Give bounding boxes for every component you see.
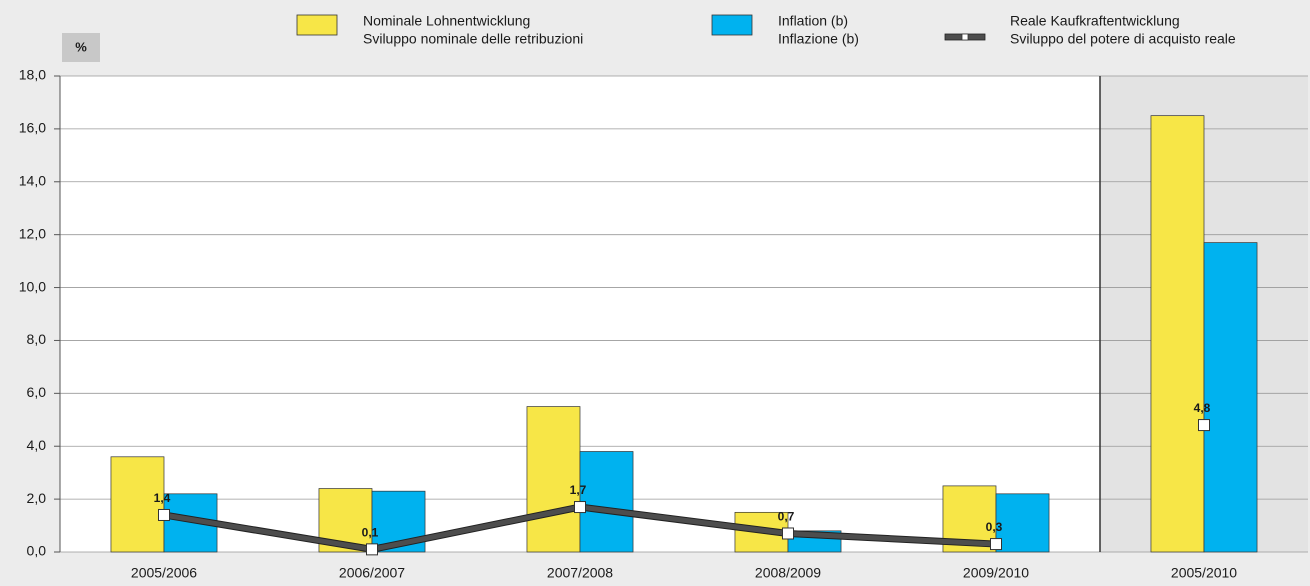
x-tick-label: 2005/2006 [131,565,197,581]
point [574,501,586,514]
x-tick-label: 2006/2007 [339,565,405,581]
bar [526,406,581,553]
y-tick-label: 18,0 [19,67,46,83]
point [158,508,170,521]
bar [579,451,634,553]
point [366,543,378,556]
data-label: 0,1 [362,526,379,540]
y-tick-label: 0,0 [27,543,47,559]
legend-swatch [711,14,753,36]
bar [995,493,1050,553]
y-tick-label: 4,0 [27,437,47,453]
point [990,538,1002,551]
marks: 1,4 0,1 1,7 0,7 0,3 4,8 [110,115,1258,556]
legend-label: Nominale Lohnentwicklung [363,13,530,29]
bar [1150,115,1205,553]
data-label: 0,3 [986,520,1003,534]
y-label: % [75,39,87,54]
data-label: 1,7 [570,483,587,497]
legend-label: Inflation (b) [778,13,848,29]
plot-backgrounds [60,76,1308,552]
x-tick-label: 2005/2010 [1171,565,1237,581]
y-tick-label: 12,0 [19,225,46,241]
data-label: 1,4 [154,491,171,505]
point [1198,419,1210,432]
legend-swatch [296,14,338,36]
legend-label: Inflazione (b) [778,31,859,47]
y-tick-label: 2,0 [27,490,47,506]
y-label-box [62,33,100,62]
y-tick-label: 14,0 [19,172,46,188]
y-tick-label: 6,0 [27,384,47,400]
y-tick-label: 10,0 [19,278,46,294]
x-tick-label: 2007/2008 [547,565,613,581]
y-tick-label: 16,0 [19,120,46,136]
x-tick-label: 2008/2009 [755,565,821,581]
legend-label: Sviluppo nominale delle retribuzioni [363,31,583,47]
y-tick-label: 8,0 [27,331,47,347]
legend-swatch-marker [961,33,969,41]
legend-label: Sviluppo del potere di acquisto reale [1010,31,1236,47]
grid [59,75,1308,553]
data-label: 4,8 [1194,401,1211,415]
bar [1203,242,1258,553]
point [782,527,794,540]
legend-label: Reale Kaufkraftentwicklung [1010,13,1180,29]
x-tick-label: 2009/2010 [963,565,1029,581]
data-label: 0,7 [778,510,795,524]
